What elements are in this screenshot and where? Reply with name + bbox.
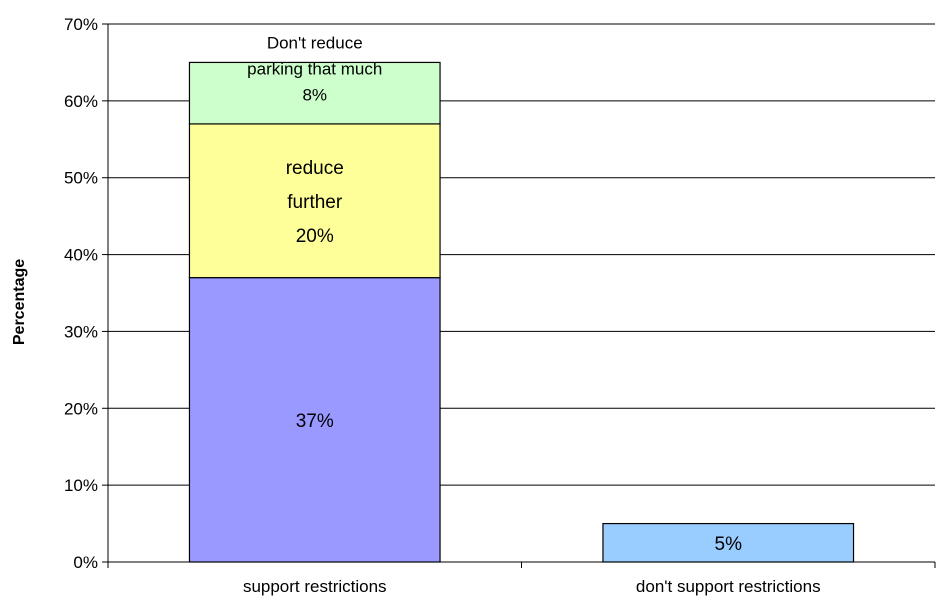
y-tick-label: 30% [64,322,98,341]
bar-segment [188,123,441,279]
segment-label: Don't reduce parking that much 8% [247,33,382,104]
y-axis-label: Percentage [11,259,28,345]
y-tick-label: 10% [64,476,98,495]
segment-labels: 37% reduce further 20% Don't reduce parking t… [247,33,742,554]
category-label: don't support restrictions [636,577,821,596]
category-label: support restrictions [243,577,387,596]
bar-segment [188,61,441,125]
y-tick-label: 0% [73,553,98,572]
y-tick-label: 40% [64,246,98,265]
segment-label: 5% [715,534,743,555]
x-axis: support restrictions don't support restri… [107,24,936,596]
bar-segment [602,522,855,563]
y-tick-label: 50% [64,169,98,188]
y-tick-label: 70% [64,15,98,34]
bars [188,61,855,563]
y-tick-label: 20% [64,399,98,418]
y-axis-ticks: 0% 10% 20% 30% 40% 50% 60% 70% [64,15,108,572]
segment-label: 37% [296,411,334,432]
segment-label: reduce further 20% [286,158,344,247]
y-tick-label: 60% [64,92,98,111]
bar-segment [188,277,441,563]
